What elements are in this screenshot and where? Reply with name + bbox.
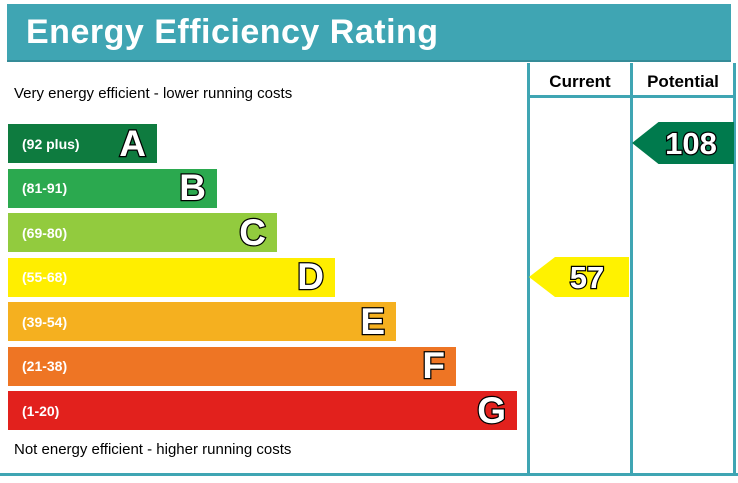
band-range-label: (81-91) — [22, 180, 68, 196]
band-range-label: (21-38) — [22, 358, 68, 374]
grid-vline-right — [733, 63, 736, 476]
band-range-label: (39-54) — [22, 313, 68, 330]
band-C: (69-80) C — [8, 211, 277, 253]
band-E: (39-54) E — [8, 300, 396, 342]
band-letter: G — [476, 389, 507, 431]
potential-arrow: 108 — [632, 122, 734, 164]
column-header-current: Current — [549, 72, 611, 91]
band-letter: C — [238, 211, 267, 253]
potential-value: 108 — [664, 125, 718, 161]
band-F: (21-38) F — [8, 344, 456, 386]
band-range-label: (55-68) — [22, 269, 68, 285]
grid-hline-header — [527, 95, 736, 98]
caption-not-efficient: Not energy efficient - higher running co… — [14, 441, 292, 458]
grid-vline-middle — [630, 63, 633, 476]
column-header-potential: Potential — [647, 72, 719, 91]
band-letter: B — [178, 166, 207, 208]
band-letter: F — [421, 344, 446, 386]
band-letter: E — [359, 300, 386, 342]
band-letter: A — [118, 122, 147, 164]
band-letter: D — [296, 255, 325, 297]
title-banner: Energy Efficiency Rating — [7, 4, 731, 62]
band-range-label: (69-80) — [22, 224, 68, 241]
band-range-label: (1-20) — [22, 402, 60, 419]
band-A: (92 plus) A — [8, 122, 157, 164]
current-value: 57 — [568, 259, 605, 295]
grid-vline-left — [527, 63, 530, 476]
band-D: (55-68) D — [8, 255, 335, 297]
current-arrow: 57 — [529, 257, 629, 297]
grid-hline-bottom — [0, 473, 738, 476]
band-G: (1-20) G — [8, 389, 517, 431]
caption-very-efficient: Very energy efficient - lower running co… — [14, 85, 293, 102]
page-title: Energy Efficiency Rating — [26, 12, 439, 51]
band-B: (81-91) B — [8, 166, 217, 208]
band-range-label: (92 plus) — [22, 135, 80, 152]
